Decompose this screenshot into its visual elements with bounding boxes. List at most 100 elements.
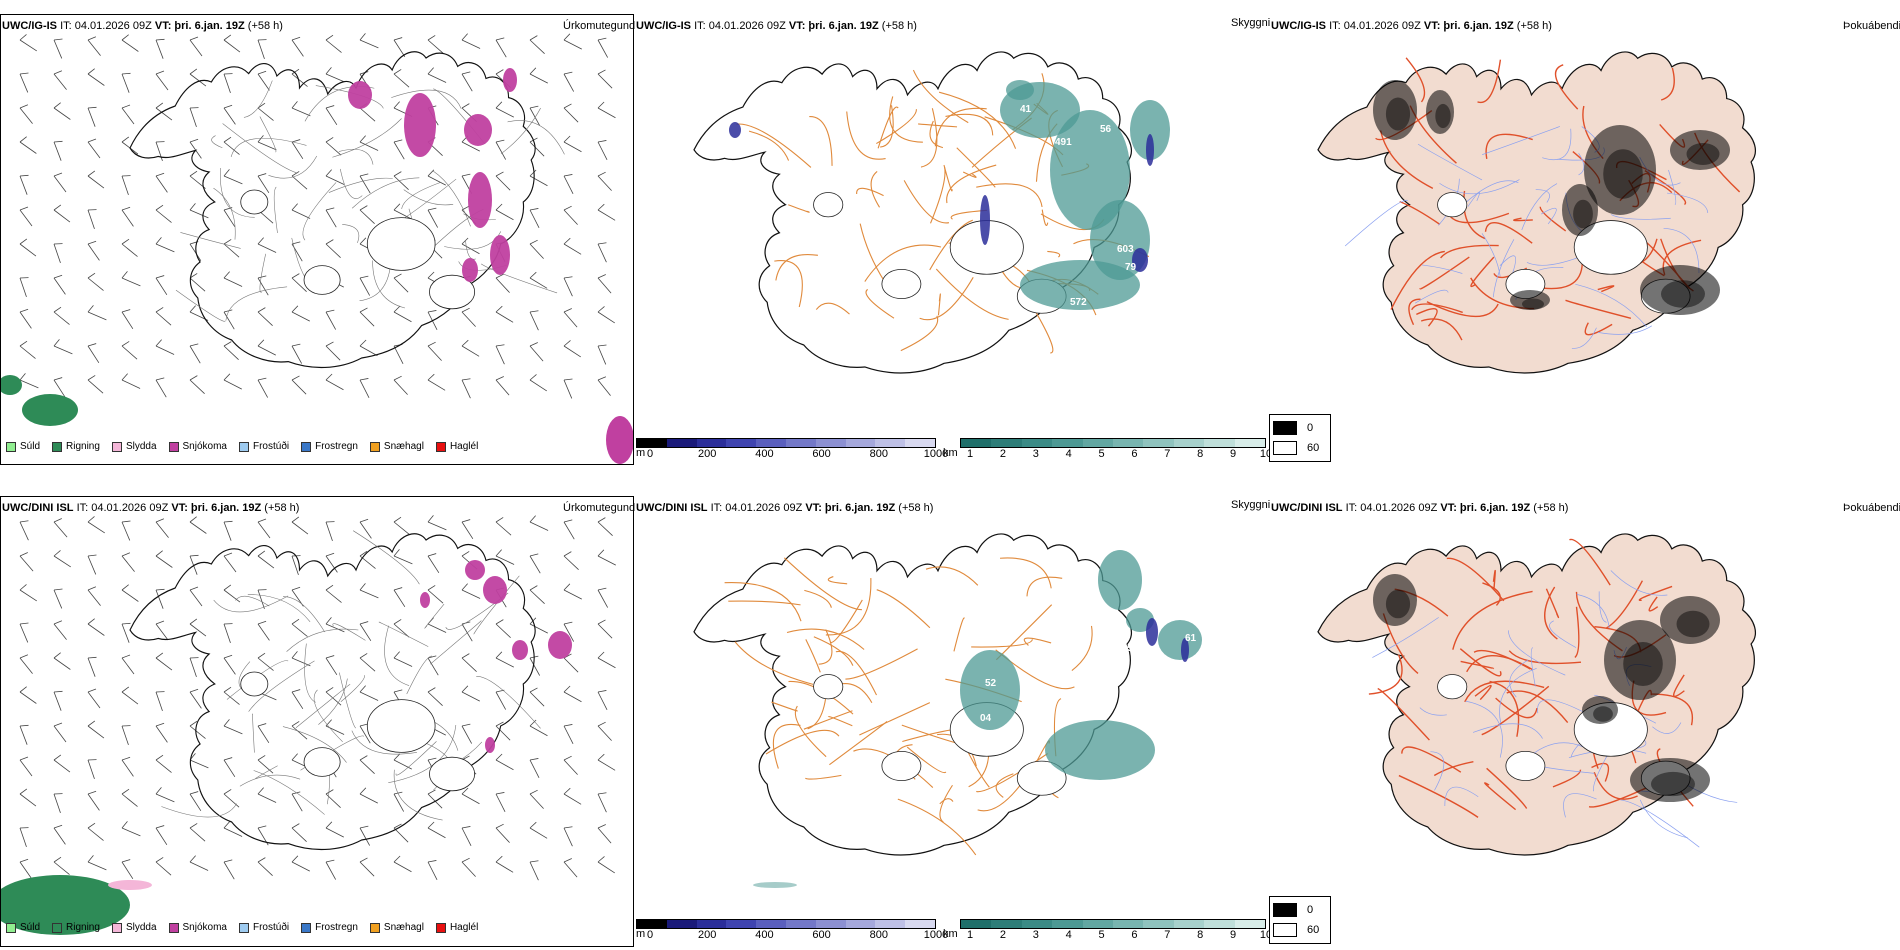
wind-barb-flag [155, 204, 164, 211]
wind-barb [563, 725, 574, 745]
road-line [962, 171, 977, 178]
wind-barb-flag [563, 103, 572, 109]
road-line [794, 705, 827, 758]
wind-barb [189, 521, 207, 534]
road-line [378, 621, 429, 647]
road-line [1482, 582, 1501, 606]
precip-snow-area [462, 258, 478, 282]
wind-barb-flag [223, 552, 233, 557]
wind-barb [359, 379, 370, 399]
road-line [897, 798, 977, 856]
precip-legend-row2: Súld Rigning Slydda Snjókoma Frostúði Frostre… [6, 922, 478, 933]
glacier-outline [429, 756, 476, 792]
wind-barb-flag [359, 378, 369, 381]
precip-legend-item: Rigning [52, 922, 100, 933]
wind-barb-flag [461, 519, 471, 523]
road-line [1652, 722, 1682, 734]
wind-barb-flag [87, 106, 97, 109]
wind-barb-flag [189, 791, 199, 795]
road-line [328, 177, 393, 193]
wind-barb [87, 521, 105, 534]
wind-barb-flag [257, 652, 266, 659]
wind-barb-flag [597, 587, 607, 591]
wind-barb-flag [325, 309, 335, 313]
wind-barb [427, 861, 438, 881]
wind-barb [359, 759, 375, 774]
wind-barb [563, 861, 578, 878]
precip-legend-item: Haglél [435, 922, 478, 933]
wind-barb [53, 39, 63, 59]
wind-barb-flag [563, 33, 571, 41]
wind-barb-flag [223, 821, 230, 829]
wind-barb-flag [325, 239, 334, 245]
road-line [384, 625, 410, 686]
wind-barb [223, 759, 236, 778]
wind-barb-flag [53, 306, 62, 313]
wind-barb [291, 175, 308, 190]
wind-barb-flag [393, 171, 402, 177]
wind-barb [325, 623, 345, 633]
visibility-low-area [1130, 100, 1170, 160]
wind-barb [427, 209, 439, 228]
road-line [889, 96, 923, 143]
wind-barb-flag [427, 789, 436, 795]
glacier-outline [429, 274, 476, 310]
road-line [332, 623, 366, 641]
wind-barb-flag [393, 273, 402, 279]
precip-legend-item: Slydda [111, 922, 157, 933]
wind-barb [495, 39, 507, 58]
wind-barb [393, 657, 413, 667]
wind-barb [359, 277, 371, 296]
wind-barb [461, 725, 473, 744]
wind-barb [393, 73, 410, 88]
wind-barb-flag [189, 855, 196, 863]
wind-barb [257, 277, 269, 296]
wind-barb-flag [155, 550, 163, 557]
precip-panel-title-row1: UWC/IG-IS IT: 04.01.2026 09Z VT: þri. 6.… [2, 20, 283, 32]
elevation-low-cloud [1181, 638, 1189, 662]
wind-barb [597, 555, 616, 566]
wind-barb [223, 379, 242, 390]
wind-barb [495, 657, 514, 668]
wind-barb-flag [189, 107, 199, 109]
wind-barb-flag [257, 377, 267, 381]
precip-type-label-row2: Úrkomutegund [563, 502, 636, 514]
wind-barb [597, 793, 607, 813]
road-line [1472, 723, 1543, 739]
wind-barb-flag [291, 305, 299, 313]
visibility-low-area [1050, 110, 1130, 230]
wind-barb [461, 311, 476, 327]
wind-barb [529, 521, 549, 531]
wind-barb [461, 345, 480, 357]
precip-legend-item: Frostregn [301, 441, 358, 452]
road-line [920, 108, 938, 168]
precip-map-row2 [1, 515, 616, 935]
wind-barb-flag [495, 792, 505, 795]
wind-barb [121, 243, 138, 257]
colorbar-tick-label: 1 [966, 929, 974, 941]
wind-barb-flag [121, 725, 131, 727]
wind-barb [155, 555, 173, 568]
wind-barb [257, 141, 277, 151]
colorbar-tick-label: 5 [1098, 448, 1105, 460]
visibility-value-label: 572 [1070, 297, 1087, 308]
wind-barb-flag [359, 339, 367, 347]
wind-barb [529, 345, 544, 362]
road-line [939, 798, 954, 805]
wind-barb [223, 311, 235, 330]
wind-barb [19, 725, 28, 745]
wind-barb-flag [529, 239, 538, 245]
legend-label: Rigning [66, 922, 100, 933]
wind-barb-flag [223, 341, 232, 347]
wind-barb [155, 623, 169, 641]
wind-barb-flag [563, 621, 573, 625]
legend-label: Rigning [66, 441, 100, 452]
wind-barb [393, 277, 409, 293]
wind-barb-flag [19, 788, 28, 795]
wind-barb [87, 39, 101, 56]
wind-barb-flag [257, 102, 266, 109]
wind-barb-flag [427, 821, 435, 829]
wind-barb-flag [359, 205, 368, 211]
wind-barb-flag [19, 136, 27, 143]
